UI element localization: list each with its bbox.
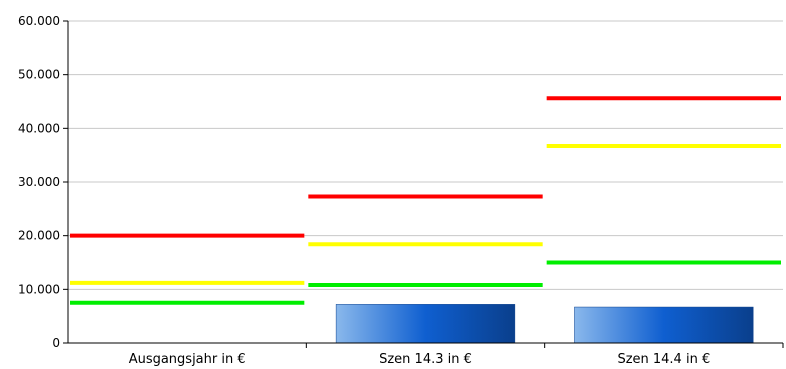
x-tick-label: Szen 14.3 in € (379, 352, 472, 367)
gridlines (68, 20, 783, 290)
x-tick-label: Szen 14.4 in € (617, 352, 710, 367)
y-tick-label: 50.000 (18, 68, 60, 82)
x-tick-label: Ausgangsjahr in € (129, 352, 246, 367)
bar (574, 306, 754, 344)
y-tick-label: 20.000 (18, 229, 60, 243)
x-axis: Ausgangsjahr in € Szen 14.3 in € Szen 14.4… (68, 342, 784, 367)
y-tick-label: 60.000 (18, 14, 60, 28)
bar (335, 304, 516, 344)
reference-lines (70, 96, 781, 305)
bars (335, 304, 754, 344)
y-axis: 0 10.000 20.000 30.000 40.000 50.000 60.000 (18, 14, 69, 350)
y-tick-label: 10.000 (18, 282, 60, 296)
y-tick-label: 0 (52, 336, 60, 350)
y-tick-label: 30.000 (18, 175, 60, 189)
y-tick-label: 40.000 (18, 121, 60, 135)
